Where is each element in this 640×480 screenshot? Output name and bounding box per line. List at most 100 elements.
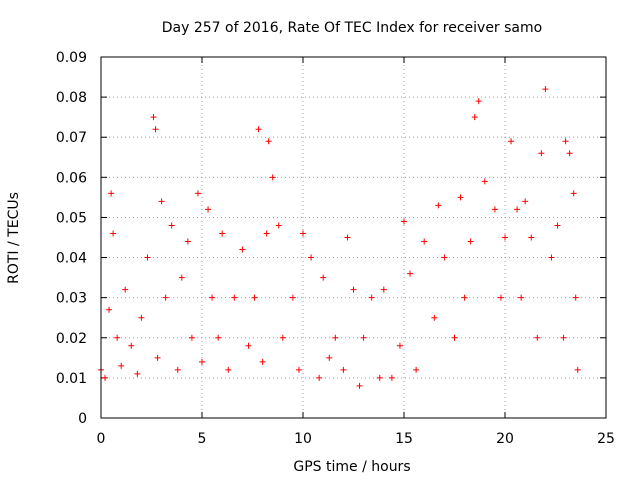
data-point	[380, 286, 387, 293]
data-point	[554, 222, 561, 229]
data-point	[209, 294, 216, 301]
data-point	[245, 342, 252, 349]
data-point	[300, 230, 306, 237]
data-point	[396, 342, 403, 349]
y-tick-label: 0.09	[56, 50, 87, 66]
data-point	[471, 114, 478, 121]
x-tick-label: 10	[294, 431, 312, 447]
data-point	[457, 194, 464, 201]
data-point	[269, 174, 276, 181]
data-point	[562, 138, 569, 145]
data-point	[178, 274, 185, 281]
data-point	[388, 374, 395, 381]
data-point	[110, 230, 117, 237]
data-point	[158, 198, 165, 205]
data-point	[199, 358, 205, 365]
data-point	[350, 286, 357, 293]
data-point	[491, 206, 498, 213]
data-point	[475, 98, 482, 105]
data-point	[295, 366, 302, 373]
data-point	[168, 222, 175, 229]
plot-frame	[100, 56, 607, 419]
data-point	[251, 294, 258, 301]
data-point	[514, 206, 521, 213]
data-point	[102, 374, 109, 381]
data-point	[360, 334, 367, 341]
data-point	[279, 334, 286, 341]
data-point	[538, 150, 545, 157]
data-point	[566, 150, 573, 157]
data-point	[401, 218, 407, 225]
x-tick-label: 25	[597, 431, 615, 447]
x-tick-label: 15	[395, 431, 413, 447]
data-point	[316, 374, 323, 381]
data-point	[481, 178, 488, 185]
data-point	[106, 306, 113, 313]
x-tick-label: 20	[496, 431, 514, 447]
grid-lines	[101, 57, 606, 418]
data-point	[340, 366, 347, 373]
series-roti	[98, 86, 581, 389]
y-tick-label: 0.06	[56, 170, 87, 186]
data-point	[174, 366, 181, 373]
data-point	[289, 294, 296, 301]
data-point	[502, 234, 508, 241]
data-point	[308, 254, 315, 261]
x-axis-label: GPS time / hours	[293, 459, 410, 475]
data-point	[239, 246, 246, 253]
data-point	[522, 198, 529, 205]
data-point	[407, 270, 414, 277]
data-point	[259, 358, 266, 365]
data-point	[265, 138, 272, 145]
data-point	[263, 230, 270, 237]
y-tick-label: 0.04	[56, 251, 87, 267]
data-point	[122, 286, 129, 293]
data-point	[138, 314, 145, 321]
axis-ticks: 0 0.01 0.02 0.03 0.04 0.05 0.06 0.07 0.08 0.09 0 5 1…	[56, 50, 615, 447]
data-point	[431, 314, 438, 321]
data-point	[128, 342, 135, 349]
data-point	[574, 366, 581, 373]
data-point	[344, 234, 351, 241]
data-point	[154, 354, 161, 361]
data-point	[461, 294, 468, 301]
data-point	[421, 238, 428, 245]
data-point	[376, 374, 383, 381]
data-point	[114, 334, 121, 341]
x-tick-label: 0	[97, 431, 106, 447]
data-point	[534, 334, 541, 341]
data-point	[184, 238, 191, 245]
data-point	[467, 238, 474, 245]
data-point	[150, 114, 157, 121]
data-point	[542, 86, 549, 93]
data-points	[98, 86, 581, 389]
data-point	[231, 294, 238, 301]
data-point	[570, 190, 577, 197]
data-point	[441, 254, 448, 261]
data-point	[152, 126, 159, 133]
data-point	[560, 334, 567, 341]
data-point	[275, 222, 282, 229]
data-point	[108, 190, 115, 197]
data-point	[451, 334, 458, 341]
y-tick-label: 0.01	[56, 371, 87, 387]
data-point	[320, 274, 327, 281]
y-tick-label: 0	[78, 411, 87, 427]
data-point	[435, 202, 442, 209]
data-point	[368, 294, 375, 301]
data-point	[219, 230, 226, 237]
data-point	[548, 254, 555, 261]
data-point	[215, 334, 222, 341]
y-tick-label: 0.07	[56, 130, 87, 146]
data-point	[572, 294, 579, 301]
data-point	[518, 294, 525, 301]
data-point	[118, 362, 125, 369]
x-tick-label: 5	[198, 431, 207, 447]
data-point	[497, 294, 504, 301]
y-axis-label: ROTI / TECUs	[6, 192, 22, 284]
data-point	[225, 366, 232, 373]
data-point	[332, 334, 339, 341]
data-point	[356, 382, 363, 389]
data-point	[413, 366, 420, 373]
